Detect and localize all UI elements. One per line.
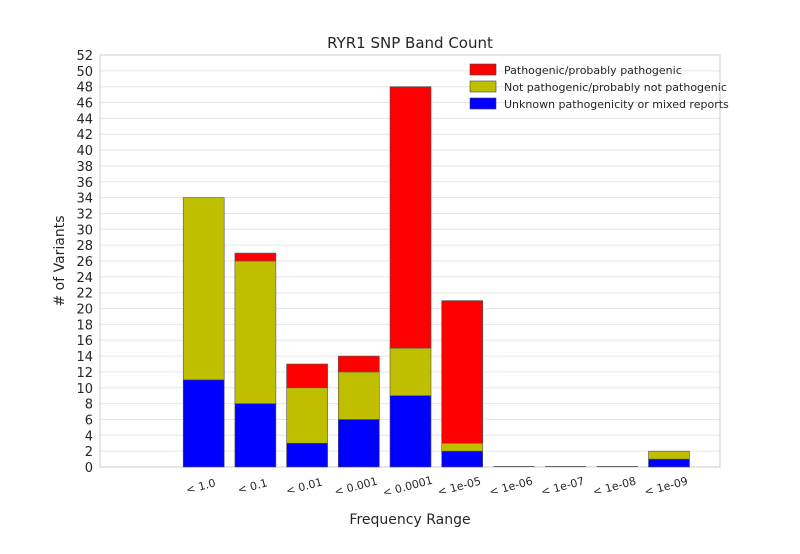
y-tick-label: 22 xyxy=(76,287,93,302)
x-tick-label: < 0.1 xyxy=(236,476,269,496)
bar-segment xyxy=(234,252,277,262)
y-tick-labels: 0246810121416182022242628303234363840424… xyxy=(76,49,93,476)
legend: Pathogenic/probably pathogenic Not pathog… xyxy=(469,63,729,111)
bar-segment xyxy=(234,260,277,404)
y-tick-label: 42 xyxy=(76,128,93,143)
y-tick-label: 32 xyxy=(76,207,93,222)
y-tick-label: 38 xyxy=(76,160,93,175)
y-tick-label: 40 xyxy=(76,144,93,159)
y-tick-label: 14 xyxy=(76,350,93,365)
y-tick-label: 16 xyxy=(76,334,93,349)
y-tick-label: 28 xyxy=(76,239,93,254)
bar-segment xyxy=(182,379,225,468)
x-tick-label: < 1e-08 xyxy=(591,475,637,499)
legend-label: Pathogenic/probably pathogenic xyxy=(504,64,682,77)
x-tick-label: < 1e-09 xyxy=(643,475,689,499)
y-tick-label: 0 xyxy=(85,461,93,476)
legend-swatch xyxy=(469,80,497,93)
bar-segment xyxy=(337,355,380,373)
x-tick-label: < 1e-06 xyxy=(488,475,534,499)
x-tick-labels: < 1.0 < 0.1 < 0.01 < 0.001 < 0.0001 < 1e-05 < … xyxy=(185,474,690,500)
y-tick-label: 46 xyxy=(76,97,93,112)
y-tick-label: 50 xyxy=(76,65,93,80)
y-tick-label: 8 xyxy=(85,398,93,413)
y-tick-label: 18 xyxy=(76,318,93,333)
y-tick-label: 4 xyxy=(85,429,93,444)
y-tick-label: 24 xyxy=(76,271,93,286)
legend-label: Not pathogenic/probably not pathogenic xyxy=(504,81,727,94)
y-tick-label: 6 xyxy=(85,413,93,428)
bar-segment xyxy=(648,458,690,468)
x-tick-label: < 0.01 xyxy=(285,476,324,498)
bar-segment xyxy=(389,395,432,468)
y-tick-label: 30 xyxy=(76,223,93,238)
x-tick-label: < 0.0001 xyxy=(381,474,434,500)
y-tick-label: 2 xyxy=(85,445,93,460)
bar-segment xyxy=(337,371,380,420)
y-tick-label: 44 xyxy=(76,112,93,127)
bar-segment xyxy=(337,419,380,468)
bar-segment xyxy=(286,387,328,444)
chart-title: RYR1 SNP Band Count xyxy=(327,34,493,52)
y-tick-label: 52 xyxy=(76,49,93,64)
x-tick-label: < 1e-07 xyxy=(540,475,586,499)
y-tick-label: 10 xyxy=(76,382,93,397)
legend-label: Unknown pathogenicity or mixed reports xyxy=(504,98,729,111)
bar-segment xyxy=(441,300,484,444)
x-tick-label: < 0.001 xyxy=(333,475,379,499)
x-tick-label: < 1.0 xyxy=(185,476,218,496)
y-tick-label: 20 xyxy=(76,303,93,318)
y-axis-label: # of Variants xyxy=(52,215,68,306)
bar-segment xyxy=(286,363,328,389)
bar-segment xyxy=(182,197,225,381)
y-tick-label: 36 xyxy=(76,176,93,191)
bar-segment xyxy=(441,450,484,468)
bar-segment xyxy=(389,86,432,349)
y-tick-label: 12 xyxy=(76,366,93,381)
bar-segment xyxy=(234,403,277,468)
x-tick-label: < 1e-05 xyxy=(436,475,482,499)
bar-segment xyxy=(286,442,328,468)
legend-swatch xyxy=(469,97,497,110)
y-tick-label: 26 xyxy=(76,255,93,270)
bar-segment xyxy=(441,442,484,452)
bar-segment xyxy=(648,450,690,460)
y-tick-label: 34 xyxy=(76,192,93,207)
legend-swatch xyxy=(469,63,497,76)
bars xyxy=(182,86,690,468)
bar-segment xyxy=(389,347,432,396)
y-tick-label: 48 xyxy=(76,81,93,96)
x-axis-label: Frequency Range xyxy=(349,512,470,528)
